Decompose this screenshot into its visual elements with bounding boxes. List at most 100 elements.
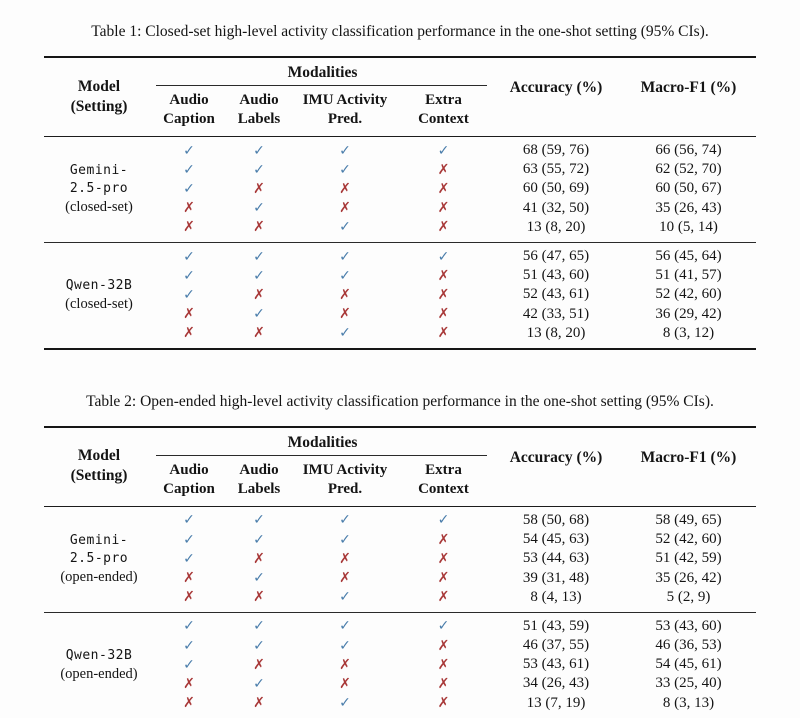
table-2-body: Gemini- 2.5-pro (open-ended) ✓ ✓ ✓ ✓ 58 (50, 68… [44,507,756,718]
macro-f1-value: 58 (49, 65) [655,511,722,528]
checkmark-icon: ✓ [339,531,351,548]
column-header-audio-labels: Audio Labels [237,461,281,497]
cross-icon: ✗ [183,589,195,606]
macro-f1-value: 35 (26, 43) [655,199,722,216]
checkmark-icon: ✓ [183,531,195,548]
modalities-header-group: Modalities Audio Caption Audio Labels IM… [154,434,491,499]
accuracy-value: 60 (50, 69) [522,180,590,197]
macro-f1-value: 33 (25, 40) [655,675,722,692]
checkmark-icon: ✓ [183,248,195,265]
column-header-audio-caption: Audio Caption [163,92,215,127]
cross-icon: ✗ [183,200,195,217]
macro-f1-value: 8 (3, 13) [662,694,715,711]
checkmark-icon: ✓ [183,161,195,178]
column-header-model: Model (Setting) [44,434,154,499]
checkmark-icon: ✓ [339,219,351,236]
table-row: ✗ ✗ ✓ ✗ 13 (7, 19) 8 (3, 13) [154,694,756,713]
checkmark-icon: ✓ [183,267,195,284]
model-setting-cell: Qwen-32B (closed-set) [44,247,154,343]
cross-icon: ✗ [339,286,351,303]
column-header-imu-activity-pred: IMU Activity Pred. [302,461,388,497]
cross-icon: ✗ [437,589,450,606]
cross-icon: ✗ [253,550,265,567]
checkmark-icon: ✓ [183,142,195,159]
macro-f1-value: 54 (45, 61) [655,656,722,673]
section-rows: ✓ ✓ ✓ ✓ 68 (59, 76) 66 (56, 74) ✓ ✓ ✓ ✗ 63 (55, 72… [154,141,756,237]
cross-icon: ✗ [437,550,450,567]
model-header-line1: Model [77,447,121,465]
cross-icon: ✗ [339,675,351,692]
macro-f1-value: 51 (42, 59) [655,550,722,567]
table-row: ✓ ✗ ✗ ✗ 60 (50, 69) 60 (50, 67) [154,179,756,198]
macro-f1-value: 56 (45, 64) [655,248,722,265]
checkmark-icon: ✓ [183,550,195,567]
cross-icon: ✗ [253,325,265,342]
model-setting-cell: Gemini- 2.5-pro (open-ended) [44,511,154,607]
cross-icon: ✗ [437,306,450,323]
model-header-line2: (Setting) [70,97,128,115]
table-2-block: Table 2: Open-ended high-level activity … [44,392,756,718]
checkmark-icon: ✓ [339,161,351,178]
table-row: ✗ ✗ ✓ ✗ 13 (8, 20) 8 (3, 12) [154,324,756,343]
checkmark-icon: ✓ [253,675,265,692]
cross-icon: ✗ [437,570,450,587]
cross-icon: ✗ [437,180,450,197]
cross-icon: ✗ [253,589,265,606]
table-row: ✓ ✓ ✓ ✗ 51 (43, 60) 51 (41, 57) [154,266,756,285]
macro-f1-value: 62 (52, 70) [655,161,722,178]
table-bottom-rule [44,347,756,350]
macro-f1-value: 66 (56, 74) [655,142,722,159]
table-1-caption: Table 1: Closed-set high-level activity … [91,23,709,40]
table-top-rule [44,56,756,58]
checkmark-icon: ✓ [183,512,195,529]
table-2-header: Model (Setting) Modalities Audio Caption… [44,428,756,506]
cross-icon: ✗ [339,570,351,587]
modalities-underline [156,454,487,456]
cross-icon: ✗ [339,656,351,673]
cross-icon: ✗ [437,267,450,284]
accuracy-value: 41 (32, 50) [522,199,590,216]
table-row: ✓ ✗ ✗ ✗ 52 (43, 61) 52 (42, 60) [154,285,756,304]
cross-icon: ✗ [437,325,450,342]
cross-icon: ✗ [183,675,195,692]
checkmark-icon: ✓ [339,695,351,712]
table-row: ✓ ✓ ✓ ✓ 51 (43, 59) 53 (43, 60) [154,617,756,636]
accuracy-value: 53 (43, 61) [522,656,590,673]
checkmark-icon: ✓ [339,637,351,654]
model-name: Gemini- [69,532,129,548]
column-header-extra-context: Extra Context [418,92,469,127]
checkmark-icon: ✓ [437,248,450,265]
column-header-model: Model (Setting) [44,64,154,129]
cross-icon: ✗ [437,695,450,712]
column-header-accuracy: Accuracy (%) [509,448,603,466]
table-row: ✓ ✓ ✓ ✗ 63 (55, 72) 62 (52, 70) [154,160,756,179]
model-setting: (open-ended) [60,568,138,585]
table-row: ✓ ✗ ✗ ✗ 53 (44, 63) 51 (42, 59) [154,549,756,568]
cross-icon: ✗ [437,656,450,673]
accuracy-value: 51 (43, 60) [522,267,590,284]
table-1-body: Gemini- 2.5-pro (closed-set) ✓ ✓ ✓ ✓ 68 (59, 76… [44,137,756,348]
checkmark-icon: ✓ [253,142,265,159]
accuracy-value: 54 (45, 63) [522,531,590,548]
table-1-header: Model (Setting) Modalities Audio Caption… [44,58,756,136]
cross-icon: ✗ [437,200,450,217]
cross-icon: ✗ [437,637,450,654]
table-2-caption: Table 2: Open-ended high-level activity … [86,392,714,410]
macro-f1-value: 51 (41, 57) [655,267,722,284]
macro-f1-value: 35 (26, 42) [655,569,722,586]
header-body-rule [44,136,756,137]
checkmark-icon: ✓ [253,512,265,529]
model-setting: (closed-set) [65,295,133,312]
modalities-subheaders: Audio Caption Audio Labels IMU Activity … [154,91,491,129]
modalities-header: Modalities [287,433,358,451]
section-rows: ✓ ✓ ✓ ✓ 51 (43, 59) 53 (43, 60) ✓ ✓ ✓ ✗ 46 (37, 55… [154,617,756,713]
table-row: ✗ ✗ ✓ ✗ 8 (4, 13) 5 (2, 9) [154,588,756,607]
checkmark-icon: ✓ [253,161,265,178]
checkmark-icon: ✓ [183,656,195,673]
checkmark-icon: ✓ [253,570,265,587]
cross-icon: ✗ [437,675,450,692]
macro-f1-value: 52 (42, 60) [655,286,722,303]
table-top-rule [44,425,756,428]
cross-icon: ✗ [183,325,195,342]
